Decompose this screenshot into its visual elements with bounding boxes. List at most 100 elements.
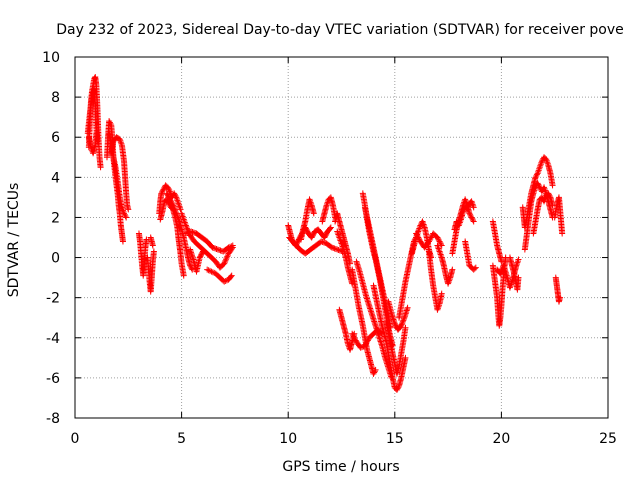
data-point <box>189 228 196 235</box>
data-point <box>123 214 130 221</box>
data-point <box>207 267 214 274</box>
data-point <box>107 120 114 127</box>
data-point <box>174 214 181 221</box>
data-point <box>175 201 182 208</box>
x-tick-label: 20 <box>492 431 510 447</box>
data-point <box>417 222 424 229</box>
y-tick-label: -6 <box>46 371 60 387</box>
data-point <box>106 118 113 125</box>
data-point <box>399 320 406 327</box>
data-point <box>174 213 181 220</box>
x-axis-label: GPS time / hours <box>282 459 399 475</box>
data-point <box>415 235 422 242</box>
data-point <box>470 204 477 211</box>
data-point <box>533 172 540 179</box>
data-point <box>536 164 543 171</box>
data-point <box>351 334 358 341</box>
x-tick-label: 0 <box>71 431 80 447</box>
data-point <box>182 230 189 237</box>
data-point <box>328 244 335 251</box>
data-point <box>538 188 545 195</box>
data-point <box>544 160 551 167</box>
data-point <box>468 214 475 221</box>
data-point <box>184 229 191 236</box>
data-point <box>437 250 444 257</box>
data-point <box>398 321 405 328</box>
data-point <box>188 228 195 235</box>
data-point <box>546 191 553 198</box>
data-point <box>536 165 543 172</box>
data-point <box>371 369 378 376</box>
data-point <box>453 218 460 225</box>
data-point <box>438 290 445 297</box>
data-point <box>209 244 216 251</box>
data-point <box>497 270 504 277</box>
data-point <box>214 246 221 253</box>
data-point <box>122 213 129 220</box>
data-point <box>221 259 228 266</box>
data-point <box>434 234 441 241</box>
y-tick-label: 8 <box>51 90 60 106</box>
data-point <box>435 237 442 244</box>
data-point <box>514 259 521 266</box>
data-point <box>182 222 189 229</box>
data-point <box>160 186 167 193</box>
data-point <box>158 190 165 197</box>
data-point <box>437 251 444 258</box>
data-point <box>205 267 212 274</box>
data-point <box>514 258 521 265</box>
data-point <box>404 304 411 311</box>
data-point <box>183 223 190 230</box>
data-point <box>172 209 179 216</box>
y-tick-label: 6 <box>51 130 60 146</box>
data-point <box>323 202 330 209</box>
data-point <box>185 229 192 236</box>
data-point <box>121 211 128 218</box>
data-point <box>515 274 522 281</box>
data-point <box>506 284 513 291</box>
y-tick-label: -2 <box>46 291 60 307</box>
data-point <box>170 203 177 210</box>
data-point <box>169 201 176 208</box>
y-tick-label: 4 <box>51 170 60 186</box>
y-tick-label: 10 <box>42 50 60 66</box>
data-point <box>395 384 402 391</box>
chart-title: Day 232 of 2023, Sidereal Day-to-day VTE… <box>56 22 624 38</box>
data-point <box>178 210 185 217</box>
data-point <box>399 318 406 325</box>
data-point <box>466 210 473 217</box>
data-point <box>310 210 317 217</box>
data-point <box>143 236 150 243</box>
data-point <box>400 316 407 323</box>
data-point <box>118 140 125 147</box>
data-point <box>425 238 432 245</box>
data-point <box>449 266 456 273</box>
data-point <box>222 277 229 284</box>
data-point <box>121 210 128 217</box>
data-point <box>170 202 177 209</box>
data-point <box>413 231 420 238</box>
data-point <box>445 280 452 287</box>
data-point <box>434 306 441 313</box>
data-point <box>180 272 187 279</box>
data-point <box>165 185 172 192</box>
data-point <box>538 158 545 165</box>
data-point <box>549 182 556 189</box>
data-point <box>513 261 520 268</box>
data-point <box>334 246 341 253</box>
data-point <box>171 205 178 212</box>
data-point <box>177 204 184 211</box>
data-point <box>164 184 171 191</box>
x-tick-label: 15 <box>386 431 404 447</box>
data-point <box>175 215 182 222</box>
x-tick-label: 10 <box>279 431 297 447</box>
data-point <box>221 260 228 267</box>
data-point <box>208 268 215 275</box>
data-point <box>330 245 337 252</box>
data-point <box>535 181 542 188</box>
data-point <box>467 211 474 218</box>
data-point <box>318 238 325 245</box>
data-point <box>210 245 217 252</box>
data-point <box>357 344 364 351</box>
